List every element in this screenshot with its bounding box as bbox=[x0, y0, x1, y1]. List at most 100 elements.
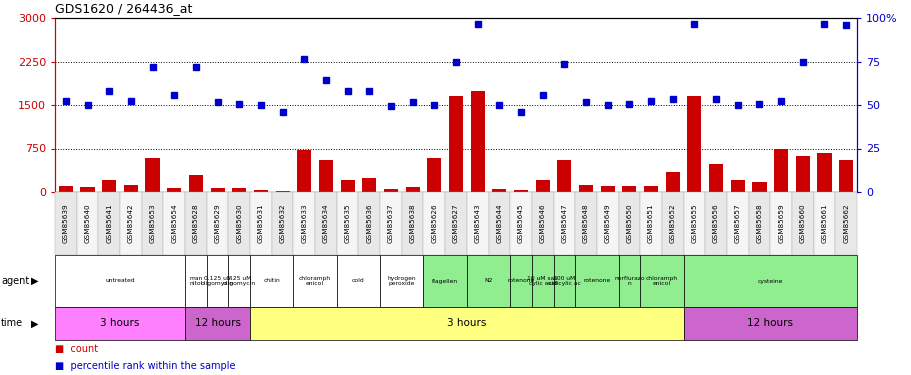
Text: GSM85653: GSM85653 bbox=[149, 204, 156, 243]
Text: GSM85648: GSM85648 bbox=[582, 204, 589, 243]
Text: GSM85643: GSM85643 bbox=[474, 204, 480, 243]
Text: hydrogen
peroxide: hydrogen peroxide bbox=[387, 276, 415, 286]
Bar bbox=[665, 172, 679, 192]
Text: GSM85639: GSM85639 bbox=[63, 204, 68, 243]
Text: agent: agent bbox=[1, 276, 29, 286]
Text: GSM85657: GSM85657 bbox=[734, 204, 740, 243]
Text: 10 uM sali
cylic acid: 10 uM sali cylic acid bbox=[527, 276, 558, 286]
Bar bbox=[80, 187, 95, 192]
Text: ▶: ▶ bbox=[31, 318, 38, 328]
Bar bbox=[514, 190, 527, 192]
Text: GSM85627: GSM85627 bbox=[453, 204, 458, 243]
Text: GSM85659: GSM85659 bbox=[777, 204, 783, 243]
Text: N2: N2 bbox=[484, 279, 492, 284]
Text: GSM85661: GSM85661 bbox=[821, 204, 826, 243]
Text: 12 hours: 12 hours bbox=[194, 318, 241, 328]
Text: GSM85634: GSM85634 bbox=[322, 204, 329, 243]
Bar bbox=[275, 190, 290, 192]
Bar bbox=[687, 96, 701, 192]
Text: GSM85635: GSM85635 bbox=[344, 204, 350, 243]
Bar bbox=[297, 150, 311, 192]
Bar bbox=[557, 159, 571, 192]
Bar bbox=[210, 188, 224, 192]
Bar bbox=[621, 186, 636, 192]
Bar bbox=[470, 90, 484, 192]
Text: GSM85649: GSM85649 bbox=[604, 204, 610, 243]
Text: GSM85656: GSM85656 bbox=[712, 204, 718, 243]
Text: chloramph
enicol: chloramph enicol bbox=[299, 276, 331, 286]
Text: rotenone: rotenone bbox=[507, 279, 534, 284]
Bar bbox=[816, 153, 831, 192]
Text: GSM85662: GSM85662 bbox=[843, 204, 848, 243]
Text: GSM85654: GSM85654 bbox=[171, 204, 177, 243]
Text: cold: cold bbox=[352, 279, 364, 284]
Text: GSM85644: GSM85644 bbox=[496, 204, 502, 243]
Bar bbox=[730, 180, 744, 192]
Text: GSM85647: GSM85647 bbox=[561, 204, 567, 243]
Text: rotenone: rotenone bbox=[583, 279, 609, 284]
Bar bbox=[405, 188, 419, 192]
Bar bbox=[124, 185, 138, 192]
Bar bbox=[838, 160, 853, 192]
Bar bbox=[232, 188, 246, 192]
Text: 12 hours: 12 hours bbox=[746, 318, 793, 328]
Text: chloramph
enicol: chloramph enicol bbox=[645, 276, 677, 286]
Bar bbox=[146, 158, 159, 192]
Text: flagellen: flagellen bbox=[432, 279, 457, 284]
Text: GSM85630: GSM85630 bbox=[236, 204, 242, 243]
Text: GSM85626: GSM85626 bbox=[431, 204, 437, 243]
Bar bbox=[448, 96, 463, 192]
Text: 3 hours: 3 hours bbox=[446, 318, 486, 328]
Text: GSM85660: GSM85660 bbox=[799, 204, 805, 243]
Bar bbox=[362, 177, 376, 192]
Bar bbox=[340, 180, 354, 192]
Bar bbox=[384, 189, 397, 192]
Text: untreated: untreated bbox=[105, 279, 135, 284]
Text: GDS1620 / 264436_at: GDS1620 / 264436_at bbox=[55, 2, 192, 15]
Text: 1.25 uM
oligomycin: 1.25 uM oligomycin bbox=[222, 276, 255, 286]
Bar bbox=[578, 185, 592, 192]
Bar bbox=[253, 190, 268, 192]
Bar bbox=[58, 186, 73, 192]
Text: GSM85645: GSM85645 bbox=[517, 204, 524, 243]
Text: GSM85636: GSM85636 bbox=[366, 204, 372, 243]
Bar bbox=[319, 159, 333, 192]
Text: GSM85655: GSM85655 bbox=[691, 204, 697, 243]
Text: time: time bbox=[1, 318, 23, 328]
Text: GSM85642: GSM85642 bbox=[128, 204, 134, 243]
Text: GSM85631: GSM85631 bbox=[258, 204, 263, 243]
Text: chitin: chitin bbox=[263, 279, 280, 284]
Bar bbox=[600, 186, 614, 192]
Text: GSM85633: GSM85633 bbox=[301, 204, 307, 243]
Text: 3 hours: 3 hours bbox=[100, 318, 139, 328]
Text: GSM85651: GSM85651 bbox=[648, 204, 653, 243]
Text: GSM85640: GSM85640 bbox=[85, 204, 90, 243]
Bar bbox=[752, 182, 765, 192]
Bar bbox=[708, 164, 722, 192]
Bar bbox=[773, 148, 787, 192]
Bar bbox=[427, 158, 441, 192]
Bar bbox=[102, 180, 116, 192]
Bar bbox=[492, 189, 506, 192]
Text: ▶: ▶ bbox=[31, 276, 38, 286]
Text: GSM85641: GSM85641 bbox=[106, 204, 112, 243]
Text: ■  percentile rank within the sample: ■ percentile rank within the sample bbox=[55, 361, 235, 370]
Text: GSM85632: GSM85632 bbox=[280, 204, 285, 243]
Text: 100 uM
salicylic ac: 100 uM salicylic ac bbox=[548, 276, 580, 286]
Bar bbox=[535, 180, 549, 192]
Text: GSM85646: GSM85646 bbox=[539, 204, 545, 243]
Text: 0.125 uM
oligomycin: 0.125 uM oligomycin bbox=[200, 276, 234, 286]
Text: man
nitol: man nitol bbox=[189, 276, 202, 286]
Bar bbox=[643, 186, 658, 192]
Text: cysteine: cysteine bbox=[757, 279, 783, 284]
Text: GSM85652: GSM85652 bbox=[669, 204, 675, 243]
Text: GSM85629: GSM85629 bbox=[214, 204, 220, 243]
Text: GSM85638: GSM85638 bbox=[409, 204, 415, 243]
Text: ■  count: ■ count bbox=[55, 344, 98, 354]
Text: GSM85637: GSM85637 bbox=[387, 204, 394, 243]
Text: norflurazo
n: norflurazo n bbox=[613, 276, 644, 286]
Text: GSM85628: GSM85628 bbox=[193, 204, 199, 243]
Text: GSM85650: GSM85650 bbox=[626, 204, 631, 243]
Bar bbox=[795, 156, 809, 192]
Bar bbox=[189, 175, 203, 192]
